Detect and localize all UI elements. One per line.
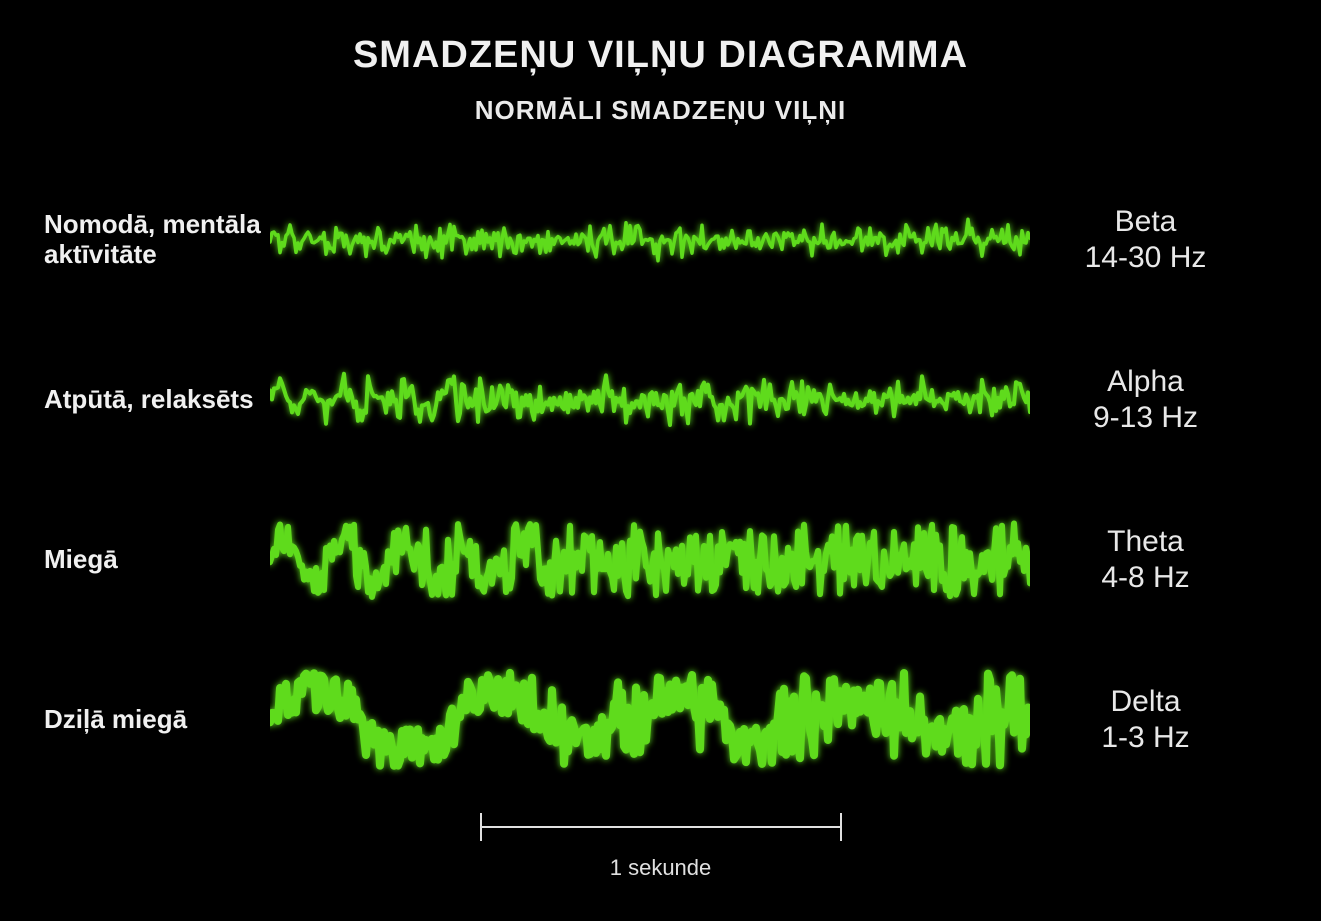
- diagram-container: SMADZEŅU VIĻŅU DIAGRAMMA NORMĀLI SMADZEŅ…: [0, 0, 1321, 921]
- time-scale-bar: [479, 811, 843, 847]
- diagram-subtitle: NORMĀLI SMADZEŅU VIĻŅI: [0, 95, 1321, 126]
- wave-rows: Nomodā, mentāla aktīvitāte Beta14-30 Hz At…: [0, 160, 1321, 800]
- wave-cell: [270, 640, 1030, 800]
- wave-row: Nomodā, mentāla aktīvitāte Beta14-30 Hz: [0, 160, 1321, 320]
- wave-row: Dziļā miegā Delta1-3 Hz: [0, 640, 1321, 800]
- state-label: Atpūtā, relaksēts: [0, 385, 270, 415]
- wave-path: [270, 219, 1030, 261]
- wave-row: Atpūtā, relaksēts Alpha9-13 Hz: [0, 320, 1321, 480]
- wave-cell: [270, 160, 1030, 320]
- band-name: Delta: [1030, 684, 1261, 720]
- band-label: Delta1-3 Hz: [1030, 684, 1321, 756]
- state-label: Miegā: [0, 545, 270, 575]
- wave-svg: [270, 640, 1030, 800]
- wave-cell: [270, 480, 1030, 640]
- band-name: Beta: [1030, 204, 1261, 240]
- wave-row: Miegā Theta4-8 Hz: [0, 480, 1321, 640]
- time-scale-label: 1 sekunde: [0, 855, 1321, 881]
- band-label: Theta4-8 Hz: [1030, 524, 1321, 596]
- state-label: Nomodā, mentāla aktīvitāte: [0, 210, 270, 270]
- band-freq: 4-8 Hz: [1030, 560, 1261, 596]
- wave-path: [270, 374, 1030, 425]
- band-name: Theta: [1030, 524, 1261, 560]
- time-scale: 1 sekunde: [0, 811, 1321, 881]
- band-freq: 14-30 Hz: [1030, 240, 1261, 276]
- wave-svg: [270, 480, 1030, 640]
- wave-cell: [270, 320, 1030, 480]
- diagram-title: SMADZEŅU VIĻŅU DIAGRAMMA: [0, 0, 1321, 77]
- band-label: Beta14-30 Hz: [1030, 204, 1321, 276]
- band-freq: 9-13 Hz: [1030, 400, 1261, 436]
- wave-svg: [270, 320, 1030, 480]
- state-label: Dziļā miegā: [0, 705, 270, 735]
- wave-svg: [270, 160, 1030, 320]
- band-name: Alpha: [1030, 364, 1261, 400]
- wave-path: [270, 524, 1030, 597]
- band-freq: 1-3 Hz: [1030, 720, 1261, 756]
- wave-path: [270, 673, 1030, 766]
- band-label: Alpha9-13 Hz: [1030, 364, 1321, 436]
